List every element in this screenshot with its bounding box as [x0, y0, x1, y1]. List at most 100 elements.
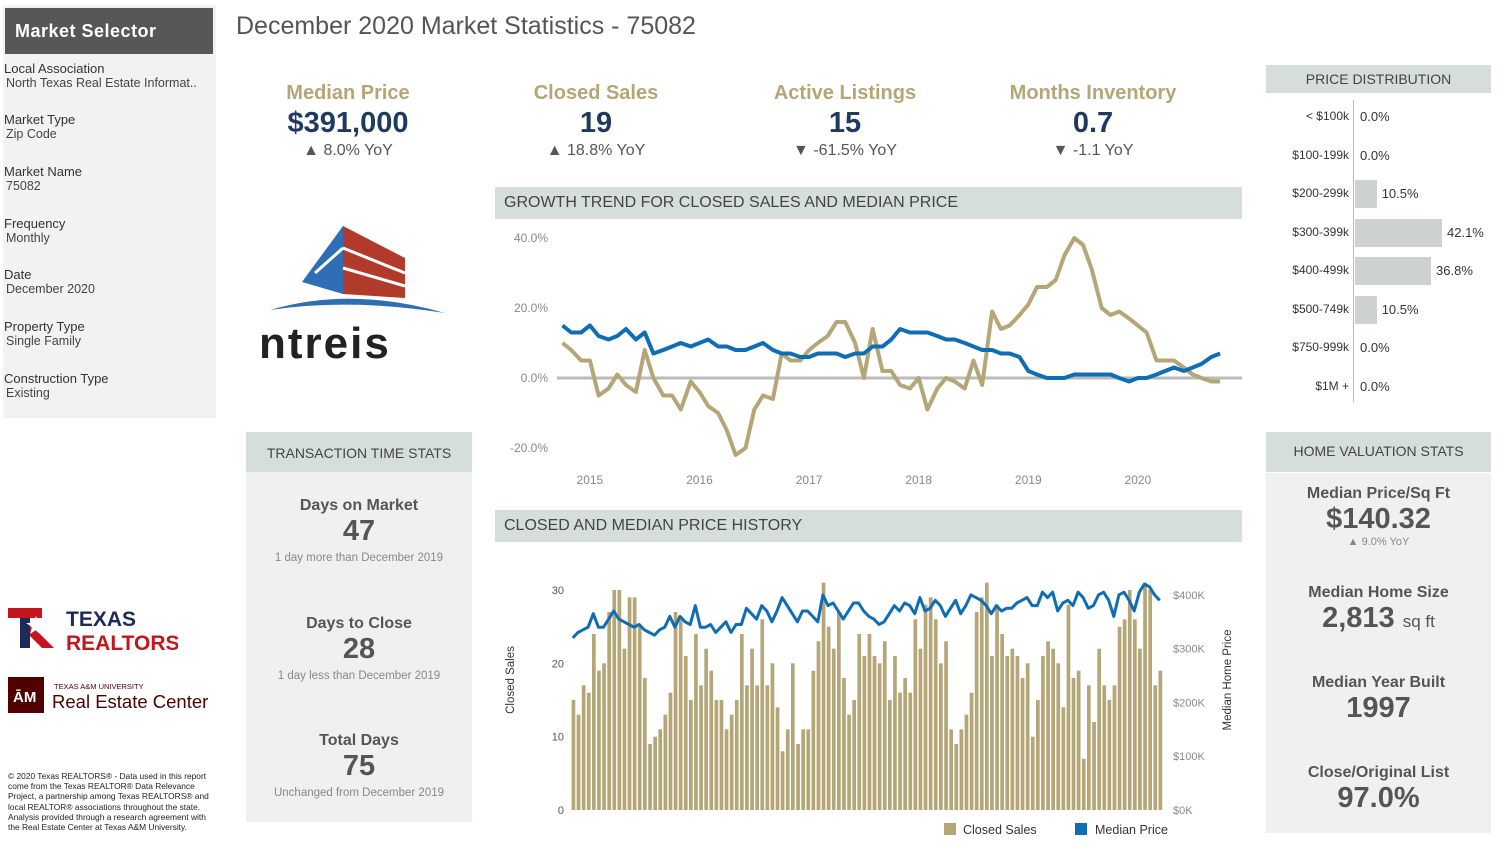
price-bucket-label: $400-499k	[1292, 263, 1349, 277]
months-inventory-yoy: ▼ -1.1 YoY	[1052, 142, 1134, 159]
closed-sales-bar	[612, 590, 617, 810]
total-days-stat: Total Days 75 Unchanged from December 2019	[246, 732, 472, 799]
closed-sales-bar	[913, 619, 918, 810]
price-bucket-bar	[1355, 218, 1442, 247]
legend-median-price-swatch	[1075, 823, 1087, 835]
closed-sales-bar	[770, 663, 775, 810]
price-bucket-label: $100-199k	[1292, 147, 1349, 162]
closed-sales-bar	[592, 634, 596, 810]
trend-y-tick: 20.0%	[514, 301, 548, 315]
transaction-time-header: TRANSACTION TIME STATS	[246, 432, 472, 472]
closed-sales-bar	[1138, 648, 1142, 810]
closed-sales-bar	[949, 729, 953, 810]
closed-sales-bar	[709, 670, 714, 810]
closed-sales-bar	[643, 678, 647, 810]
closed-sales-bar	[857, 634, 862, 810]
closed-sales-bar	[918, 648, 923, 810]
closed-sales-bar	[1025, 663, 1030, 810]
history-y2-tick: $400K	[1173, 590, 1205, 602]
closed-sales-bar	[964, 714, 969, 810]
closed-sales-bar	[775, 707, 780, 810]
history-y-tick: 20	[552, 658, 564, 670]
closed-sales-bar	[939, 663, 943, 810]
closed-sales-bar	[734, 700, 739, 810]
price-bucket-value: 10.5%	[1381, 301, 1419, 317]
closed-sales-bar	[888, 700, 892, 810]
closed-sales-bar	[852, 700, 856, 810]
closed-sales-bar	[1066, 604, 1071, 810]
closed-sales-bar	[1112, 685, 1117, 810]
months-inventory-kpi: Months Inventory 0.7 ▼ -1.1 YoY	[973, 82, 1213, 160]
closed-sales-bar	[1097, 648, 1101, 810]
days-on-market-value: 47	[342, 515, 376, 547]
closed-sales-bar	[969, 692, 974, 810]
closed-sales-bar	[755, 685, 759, 810]
closed-sales-bar	[898, 692, 902, 810]
closed-sales-bar	[1056, 663, 1061, 810]
closed-sales-bar	[811, 670, 816, 810]
closed-sales-bar	[1102, 685, 1107, 810]
closed-sales-bar	[704, 648, 708, 810]
closed-sales-bar	[995, 604, 999, 810]
price-bucket-label: < $100k	[1305, 109, 1349, 123]
svg-text:ĀM: ĀM	[13, 689, 36, 706]
texas-text: TEXAS	[66, 608, 136, 631]
closed-sales-bar	[607, 612, 611, 810]
frequency-dropdown[interactable]: Monthly	[6, 231, 50, 245]
closed-sales-bar	[724, 729, 729, 810]
closed-sales-bar	[842, 678, 846, 810]
closed-sales-bar	[1158, 670, 1163, 810]
construction-type-dropdown[interactable]: Existing	[6, 386, 50, 400]
local-association-dropdown[interactable]: North Texas Real Estate Informat..	[6, 76, 197, 90]
closed-sales-bar	[1030, 736, 1035, 810]
closed-sales-bar	[632, 597, 637, 810]
closed-sales-bar	[979, 597, 984, 810]
history-y2-tick: $300K	[1173, 644, 1205, 656]
legend-closed-sales-label: Closed Sales	[963, 823, 1037, 837]
history-y2-axis-label: Median Home Price	[1222, 630, 1234, 731]
closed-sales-bar	[1143, 582, 1147, 810]
closed-sales-bar	[1148, 590, 1152, 810]
closed-sales-bar	[1020, 678, 1025, 810]
price-history-chart: 30 20 10 0 $400K $300K $200K $100K $0K Closed Sal…	[505, 582, 1234, 837]
median-price-yoy: ▲ 8.0% YoY	[303, 142, 393, 159]
market-name-dropdown[interactable]: 75082	[6, 179, 41, 193]
date-dropdown[interactable]: December 2020	[6, 282, 95, 296]
trend-x-tick: 2017	[796, 473, 823, 487]
price-bucket-value: 0.0%	[1360, 109, 1390, 124]
frequency-label: Frequency	[4, 216, 66, 231]
price-bucket-value: 42.1%	[1447, 224, 1484, 240]
market-selector-panel: Market Selector	[3, 5, 216, 418]
closed-sales-bar	[877, 663, 882, 810]
closed-sales-bar	[806, 729, 811, 810]
trend-y-tick: 40.0%	[514, 231, 548, 245]
closed-sales-bar	[1051, 648, 1055, 810]
active-listings-yoy: ▼ -61.5% YoY	[793, 142, 897, 159]
closed-sales-bar	[627, 597, 632, 810]
closed-sales-kpi: Closed Sales 19 ▲ 18.8% YoY	[476, 82, 716, 160]
closed-sales-bar	[831, 648, 836, 810]
copyright-notice: © 2020 Texas REALTORS® - Data used in th…	[8, 771, 209, 833]
market-type-dropdown[interactable]: Zip Code	[6, 127, 57, 141]
price-bucket-value: 10.5%	[1381, 186, 1419, 201]
construction-type-label: Construction Type	[4, 371, 109, 386]
total-days-label: Total Days	[319, 732, 399, 749]
closed-sales-bar	[1076, 670, 1081, 810]
days-on-market-label: Days on Market	[299, 497, 419, 514]
closed-sales-bar	[719, 700, 724, 810]
property-type-dropdown[interactable]: Single Family	[6, 334, 82, 348]
trend-x-tick: 2015	[577, 473, 604, 487]
price-bucket-bar	[1355, 295, 1377, 324]
closed-sales-bar	[847, 714, 851, 810]
closed-sales-yoy: ▲ 18.8% YoY	[546, 142, 646, 159]
closed-sales-bar	[903, 678, 907, 810]
months-inventory-value: 0.7	[1072, 107, 1114, 139]
closed-sales-growth-line	[561, 236, 1221, 457]
closed-sales-bar	[597, 670, 601, 810]
closed-sales-bar	[1153, 685, 1158, 810]
transaction-time-panel: Days on Market 47 1 day more than December…	[246, 472, 472, 822]
closed-sales-bar	[1071, 678, 1076, 810]
closed-sales-bar	[678, 619, 683, 810]
median-price-kpi: Median Price $391,000 ▲ 8.0% YoY	[228, 82, 468, 160]
home-size-unit: sq ft	[1402, 612, 1435, 631]
